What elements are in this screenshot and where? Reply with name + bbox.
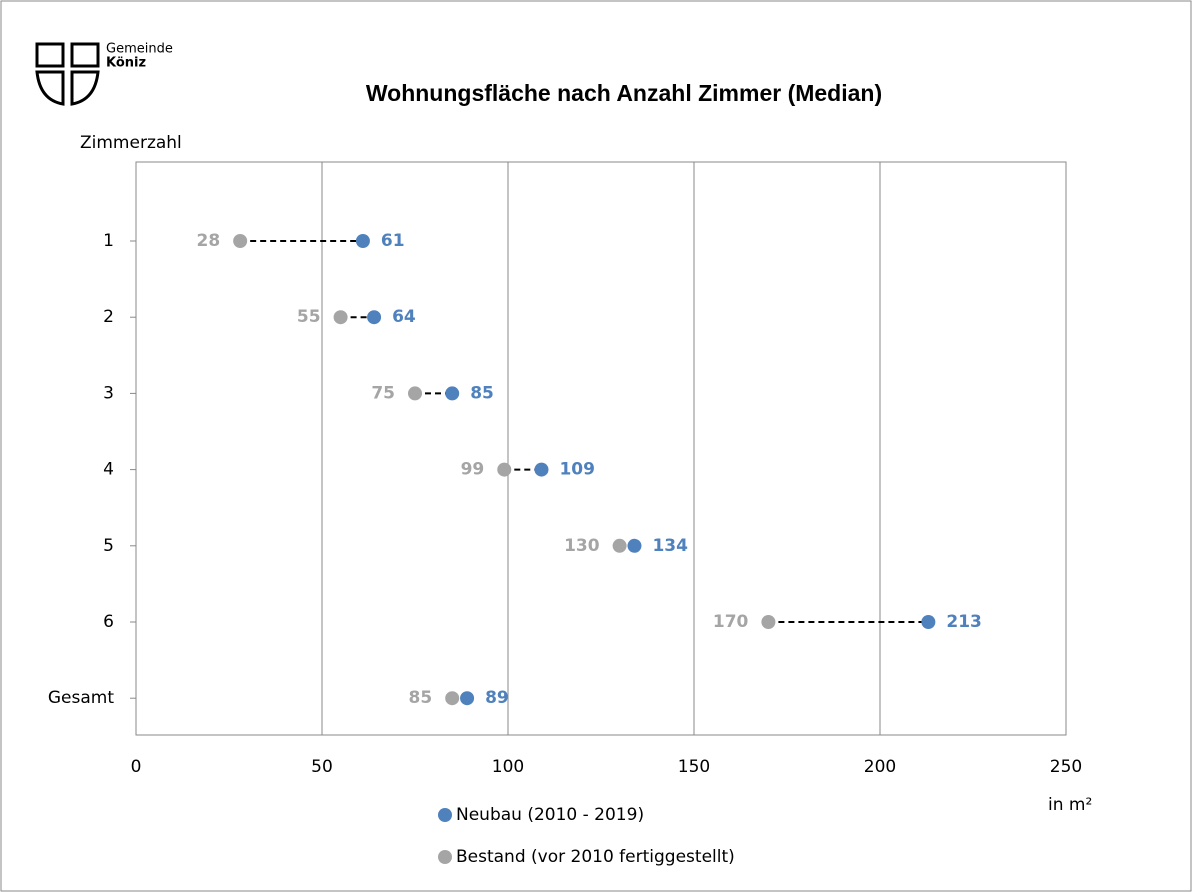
dot — [445, 691, 460, 706]
chart-title: Wohnungsfläche nach Anzahl Zimmer (Media… — [366, 80, 882, 106]
y-tick-label: 4 — [103, 460, 114, 480]
data-label: 28 — [196, 231, 220, 251]
dot — [534, 462, 549, 477]
y-tick-label: Gesamt — [48, 688, 114, 708]
legend-label: Neubau (2010 - 2019) — [456, 805, 644, 825]
dot — [355, 234, 370, 248]
data-label: 213 — [946, 612, 982, 632]
y-tick-label: 1 — [103, 231, 114, 251]
logo-text: Köniz — [106, 56, 146, 71]
y-tick-label: 5 — [103, 536, 114, 556]
x-tick-label: 100 — [492, 757, 524, 777]
x-tick-label: 150 — [678, 757, 710, 777]
x-tick-label: 0 — [131, 757, 142, 777]
dot — [233, 234, 248, 248]
data-label: 134 — [652, 536, 688, 556]
y-tick-label: 3 — [103, 383, 114, 403]
x-tick-label: 50 — [311, 757, 333, 777]
data-label: 130 — [564, 536, 600, 556]
data-label: 99 — [461, 460, 485, 480]
x-tick-label: 200 — [864, 757, 896, 777]
dot — [333, 310, 348, 325]
dot — [367, 310, 382, 325]
data-label: 61 — [381, 231, 405, 251]
dot — [408, 386, 422, 401]
data-label: 109 — [559, 460, 595, 480]
logo-text: Gemeinde — [106, 42, 173, 57]
dot — [460, 691, 475, 706]
data-label: 55 — [297, 307, 321, 327]
data-label: 89 — [485, 688, 509, 708]
dot — [497, 462, 512, 477]
data-label: 64 — [392, 307, 416, 327]
x-tick-label: 250 — [1050, 757, 1082, 777]
data-label: 85 — [409, 688, 433, 708]
dot — [445, 386, 460, 401]
dot — [921, 615, 936, 629]
dot — [627, 538, 642, 553]
legend-label: Bestand (vor 2010 fertiggestellt) — [456, 847, 735, 867]
y-tick-label: 2 — [103, 307, 114, 327]
y-tick-label: 6 — [103, 612, 114, 632]
plot-border — [135, 161, 1067, 736]
legend-marker — [438, 808, 452, 822]
legend-marker — [438, 850, 452, 864]
dot — [761, 615, 776, 629]
data-label: 85 — [470, 383, 494, 403]
logo — [35, 42, 100, 106]
x-axis-label: in m² — [1048, 795, 1092, 815]
y-axis-label: Zimmerzahl — [80, 133, 182, 153]
data-label: 75 — [371, 383, 395, 403]
dot — [612, 538, 627, 553]
data-label: 170 — [713, 612, 749, 632]
